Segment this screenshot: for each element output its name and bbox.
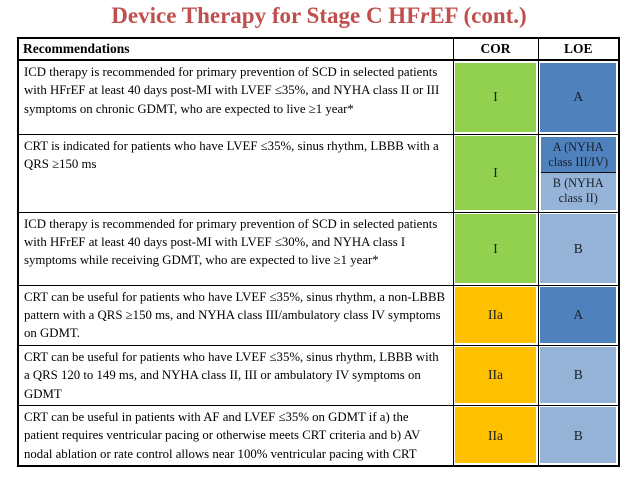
cor-cell: IIa xyxy=(452,404,539,467)
table-row-icd-primary-prevention-35: ICD therapy is recommended for primary p… xyxy=(17,59,620,135)
loe-cell: A xyxy=(537,59,620,135)
loe-sub-cell-nyha-2: B (NYHA class II) xyxy=(540,172,616,210)
recommendation-text: CRT is indicated for patients who have L… xyxy=(17,133,454,213)
col-header-cor: COR xyxy=(452,37,539,61)
table-row-crt-lbbb-qrs120-149: CRT can be useful for patients who have … xyxy=(17,344,620,406)
slide-title-suffix: EF (cont.) xyxy=(429,3,527,28)
loe-sub-cell-nyha-3-4: A (NYHA class III/IV) xyxy=(540,136,616,173)
col-header-loe: LOE xyxy=(537,37,620,61)
table-row-crt-nonlbbb-qrs150: CRT can be useful for patients who have … xyxy=(17,284,620,346)
slide-title-prefix: Device Therapy for Stage C HF xyxy=(111,3,421,28)
loe-cell: B xyxy=(537,344,620,406)
recommendation-text: ICD therapy is recommended for primary p… xyxy=(17,59,454,135)
col-header-recommendations: Recommendations xyxy=(17,37,454,61)
loe-cell: A xyxy=(537,284,620,346)
recommendation-text: CRT can be useful for patients who have … xyxy=(17,284,454,346)
cor-cell: I xyxy=(452,211,539,286)
table-row-crt-lbbb-qrs150: CRT is indicated for patients who have L… xyxy=(17,133,620,213)
cor-cell: I xyxy=(452,133,539,213)
device-therapy-table: Recommendations COR LOE ICD therapy is r… xyxy=(17,37,620,468)
slide-title-italic-r: r xyxy=(420,3,430,28)
recommendation-text: CRT can be useful in patients with AF an… xyxy=(17,404,454,467)
table-row-icd-primary-prevention-30: ICD therapy is recommended for primary p… xyxy=(17,211,620,286)
table-row-crt-af: CRT can be useful in patients with AF an… xyxy=(17,404,620,467)
slide-title: Device Therapy for Stage C HFrEF (cont.) xyxy=(0,3,638,29)
cor-cell: IIa xyxy=(452,284,539,346)
cor-cell: IIa xyxy=(452,344,539,406)
loe-cell: B xyxy=(537,211,620,286)
loe-cell-split: A (NYHA class III/IV) B (NYHA class II) xyxy=(537,133,620,213)
recommendation-text: CRT can be useful for patients who have … xyxy=(17,344,454,406)
table-header-row: Recommendations COR LOE xyxy=(17,37,620,61)
cor-cell: I xyxy=(452,59,539,135)
recommendation-text: ICD therapy is recommended for primary p… xyxy=(17,211,454,286)
loe-cell: B xyxy=(537,404,620,467)
